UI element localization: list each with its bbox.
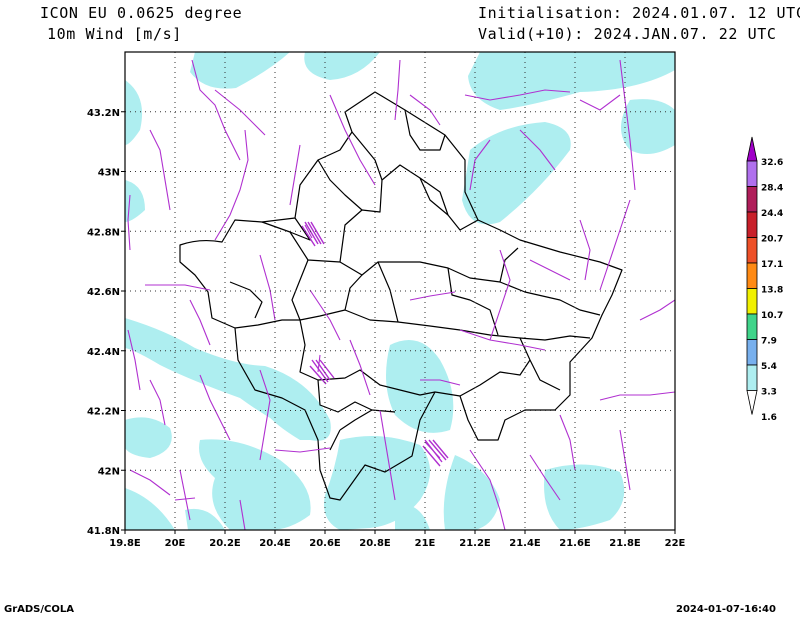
init-time: Initialisation: 2024.01.07. 12 UTC — [478, 4, 800, 22]
colorbar-label: 20.7 — [761, 235, 783, 245]
colorbar-box — [746, 364, 758, 391]
x-tick-label: 20.6E — [309, 538, 341, 549]
colorbar-label: 1.6 — [761, 413, 777, 423]
colorbar-top-arrow — [746, 136, 758, 162]
y-tick-label: 41.8N — [87, 526, 120, 537]
y-tick-label: 42.8N — [87, 227, 120, 238]
wind-dense-markers — [301, 221, 449, 467]
colorbar-label: 32.6 — [761, 158, 783, 168]
colorbar-label: 10.7 — [761, 311, 783, 321]
y-tick-label: 43.2N — [87, 108, 120, 119]
x-tick-label: 19.8E — [109, 538, 141, 549]
x-axis: 19.8E 20E 20.2E 20.4E 20.6E 20.8E 21E 21.2E 21.4… — [109, 530, 686, 549]
colorbar-box — [746, 339, 758, 366]
y-tick-label: 42N — [98, 466, 120, 477]
colorbar-label: 24.4 — [761, 209, 783, 219]
footer-left: GrADS/COLA — [4, 604, 74, 615]
model-title: ICON EU 0.0625 degree — [40, 4, 243, 22]
variable-title: 10m Wind [m/s] — [47, 25, 182, 43]
colorbar-label: 7.9 — [761, 337, 777, 347]
x-tick-label: 21.2E — [459, 538, 491, 549]
colorbar-box — [746, 313, 758, 340]
x-tick-label: 21.4E — [509, 538, 541, 549]
colorbar-label: 3.3 — [761, 388, 777, 398]
x-tick-label: 20E — [165, 538, 186, 549]
colorbar-bottom-arrow — [746, 390, 758, 415]
colorbar-label: 17.1 — [761, 260, 783, 270]
colorbar-box — [746, 211, 758, 238]
y-tick-label: 43N — [98, 168, 120, 179]
colorbar-label: 5.4 — [761, 362, 777, 372]
x-tick-label: 22E — [665, 538, 686, 549]
x-tick-label: 21.8E — [609, 538, 641, 549]
colorbar-box — [746, 237, 758, 264]
x-tick-label: 20.4E — [259, 538, 291, 549]
footer-right: 2024-01-07-16:40 — [676, 604, 776, 615]
valid-time: Valid(+10): 2024.JAN.07. 22 UTC — [478, 25, 777, 43]
x-tick-label: 20.8E — [359, 538, 391, 549]
colorbar-box — [746, 186, 758, 213]
x-tick-label: 21.6E — [559, 538, 591, 549]
borders — [179, 91, 623, 501]
colorbar-box — [746, 288, 758, 315]
colorbar-box — [746, 160, 758, 187]
grid-lines — [125, 52, 675, 530]
x-tick-label: 21E — [415, 538, 436, 549]
y-tick-label: 42.6N — [87, 287, 120, 298]
y-tick-label: 42.2N — [87, 407, 120, 418]
wind-vectors — [127, 59, 675, 530]
colorbar-label: 13.8 — [761, 286, 783, 296]
y-axis: 43.2N 43N 42.8N 42.6N 42.4N 42.2N 42N 41.8N — [87, 108, 125, 537]
x-tick-label: 20.2E — [209, 538, 241, 549]
colorbar-label: 28.4 — [761, 184, 783, 194]
y-tick-label: 42.4N — [87, 347, 120, 358]
colorbar: 32.6 28.4 24.4 20.7 17.1 13.8 10.7 7.9 5.4 3.3 1.6 — [746, 136, 783, 423]
colorbar-box — [746, 262, 758, 289]
